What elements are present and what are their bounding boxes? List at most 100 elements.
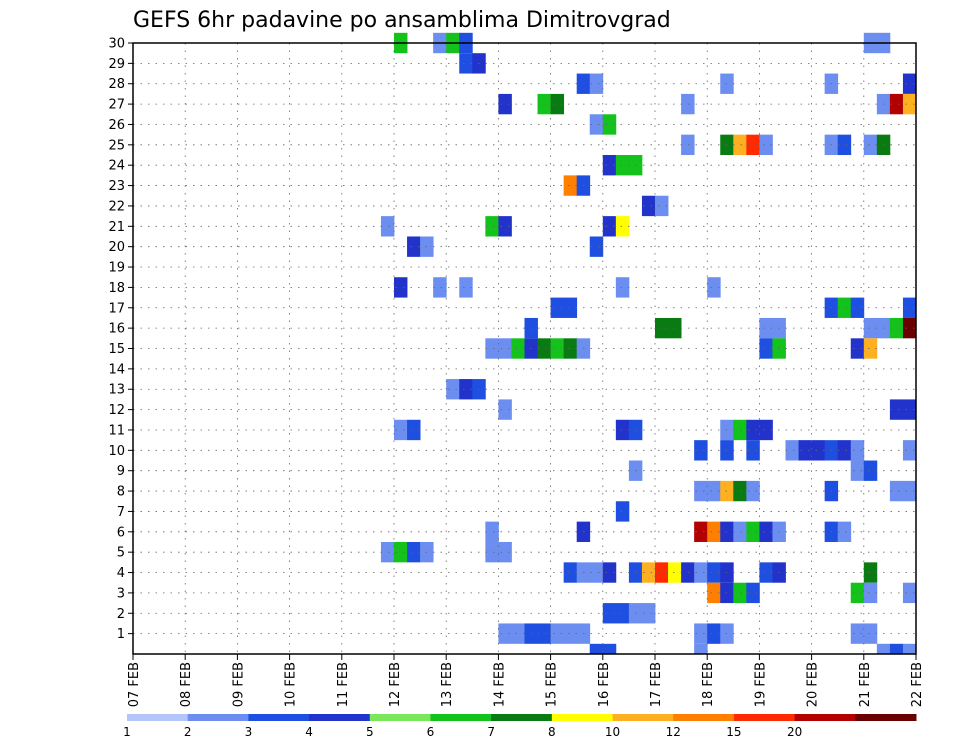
heatmap-cell xyxy=(694,623,708,644)
heatmap-cell xyxy=(889,643,904,654)
legend-label: 8 xyxy=(548,725,556,739)
heatmap-cell xyxy=(694,480,708,502)
heatmap-cell xyxy=(863,623,878,644)
heatmap-cell xyxy=(837,134,852,156)
heatmap-cell xyxy=(589,562,604,583)
heatmap-cell xyxy=(511,623,525,644)
legend-swatch xyxy=(794,714,856,721)
y-tick-label: 18 xyxy=(108,281,125,296)
heatmap-cell xyxy=(863,562,878,583)
y-tick-label: 9 xyxy=(117,464,125,479)
heatmap-cell xyxy=(707,582,721,604)
heatmap-cells xyxy=(380,32,917,654)
y-tick-label: 6 xyxy=(117,525,125,540)
legend-label: 5 xyxy=(366,725,374,739)
heatmap-cell xyxy=(668,317,682,339)
heatmap-cell xyxy=(615,216,630,237)
heatmap-cell xyxy=(850,297,865,318)
chart-title: GEFS 6hr padavine po ansamblima Dimitrov… xyxy=(133,8,671,33)
heatmap-cell xyxy=(759,521,773,542)
heatmap-cell xyxy=(498,541,512,563)
heatmap-cell xyxy=(785,440,799,461)
heatmap-cell xyxy=(655,195,669,217)
heatmap-cell xyxy=(498,93,512,115)
heatmap-cell xyxy=(537,623,551,644)
heatmap-cell xyxy=(694,440,708,461)
heatmap-cell xyxy=(694,521,708,542)
heatmap-cell xyxy=(863,134,878,156)
y-tick-label: 8 xyxy=(117,485,125,500)
heatmap-cell xyxy=(485,541,499,563)
legend-swatch xyxy=(491,714,553,721)
heatmap-cell xyxy=(550,93,565,115)
legend-swatch xyxy=(855,714,917,721)
heatmap-cell xyxy=(759,134,773,156)
heatmap-cell xyxy=(798,440,812,461)
heatmap-cell xyxy=(668,562,682,583)
heatmap-cell xyxy=(537,338,551,359)
y-tick-label: 26 xyxy=(108,118,125,133)
heatmap-cell xyxy=(733,419,747,441)
heatmap-cell xyxy=(602,562,617,583)
heatmap-cell xyxy=(889,93,904,115)
legend-swatch xyxy=(127,714,189,721)
legend-swatch xyxy=(309,714,371,721)
heatmap-cell xyxy=(863,317,878,339)
y-tick-label: 3 xyxy=(117,586,125,601)
legend-swatch xyxy=(612,714,674,721)
y-tick-label: 2 xyxy=(117,607,125,622)
heatmap-cell xyxy=(655,562,669,583)
heatmap-cell xyxy=(407,541,421,563)
heatmap-cell xyxy=(563,175,578,196)
heatmap-cell xyxy=(602,216,617,237)
y-tick-label: 13 xyxy=(108,383,125,398)
y-tick-label: 20 xyxy=(108,240,125,255)
y-tick-label: 28 xyxy=(108,77,125,92)
y-tick-label: 25 xyxy=(108,138,125,153)
legend-label: 20 xyxy=(787,725,802,739)
heatmap-cell xyxy=(602,114,617,135)
heatmap-cell xyxy=(394,419,408,441)
heatmap-cell xyxy=(380,216,395,237)
heatmap-cell xyxy=(498,216,512,237)
heatmap-cell xyxy=(615,501,630,522)
x-tick-label: 09 FEB xyxy=(231,662,246,707)
heatmap-cell xyxy=(563,623,578,644)
heatmap-cell xyxy=(746,480,760,502)
x-tick-label: 15 FEB xyxy=(545,662,560,707)
heatmap-cell xyxy=(707,480,721,502)
heatmap-cell xyxy=(902,297,917,318)
heatmap-cell xyxy=(759,317,773,339)
x-axis: 07 FEB 08 FEB 09 FEB 10 FEB 11 FEB 12 FEB 13 F… xyxy=(127,654,925,707)
heatmap-cell xyxy=(550,623,565,644)
heatmap-cell xyxy=(694,643,708,654)
heatmap-cell xyxy=(459,379,473,400)
heatmap-cell xyxy=(563,297,578,318)
heatmap-cell xyxy=(641,603,656,624)
heatmap-cell xyxy=(641,562,656,583)
heatmap-cell xyxy=(602,603,617,624)
heatmap-cell xyxy=(446,379,460,400)
heatmap-cell xyxy=(615,603,630,624)
x-tick-label: 20 FEB xyxy=(806,662,821,707)
heatmap-cell xyxy=(615,419,630,441)
heatmap-cell xyxy=(707,277,721,298)
heatmap-cell xyxy=(850,440,865,461)
heatmap-cell xyxy=(485,216,499,237)
heatmap-cell xyxy=(550,338,565,359)
heatmap-cell xyxy=(655,317,669,339)
grid-lines xyxy=(133,42,916,654)
heatmap-cell xyxy=(733,480,747,502)
x-tick-label: 13 FEB xyxy=(440,662,455,707)
legend-label: 4 xyxy=(305,725,313,739)
heatmap-cell xyxy=(563,562,578,583)
heatmap-cell xyxy=(563,338,578,359)
heatmap-cell xyxy=(733,521,747,542)
y-tick-label: 24 xyxy=(108,159,125,174)
y-tick-label: 14 xyxy=(108,362,125,377)
x-tick-label: 10 FEB xyxy=(284,662,299,707)
color-legend: 1 2 3 4 5 6 7 8 10 12 15 20 xyxy=(123,714,917,739)
heatmap-cell xyxy=(759,419,773,441)
x-tick-label: 12 FEB xyxy=(388,662,403,707)
